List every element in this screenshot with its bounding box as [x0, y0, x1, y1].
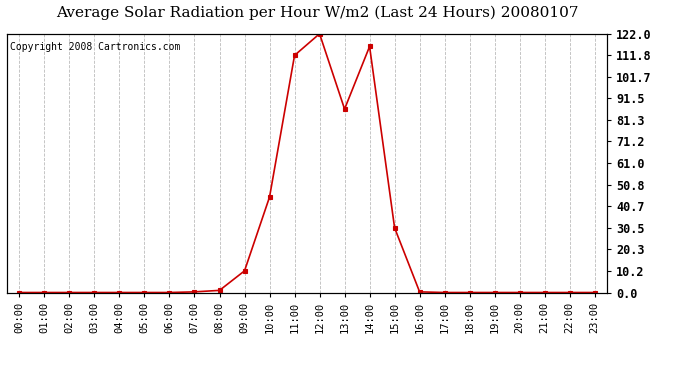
Text: Copyright 2008 Cartronics.com: Copyright 2008 Cartronics.com [10, 42, 180, 51]
Text: Average Solar Radiation per Hour W/m2 (Last 24 Hours) 20080107: Average Solar Radiation per Hour W/m2 (L… [56, 6, 579, 20]
